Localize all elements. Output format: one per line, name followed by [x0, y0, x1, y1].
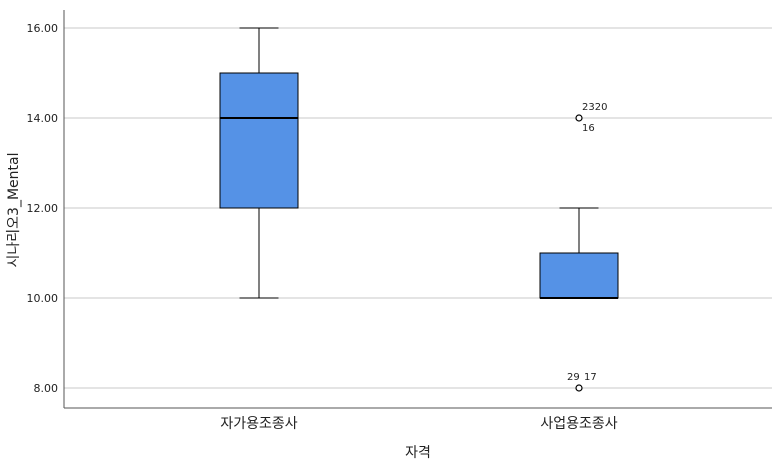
- outlier-point: [575, 384, 583, 392]
- x-axis-title: 자격: [405, 445, 431, 461]
- x-category-label: 사업용조종사: [540, 416, 617, 432]
- y-axis-title: 시나리오3_Mental: [6, 153, 22, 268]
- y-tick-label: 16.00: [27, 22, 59, 35]
- outlier-point: [575, 114, 583, 122]
- outlier-label: 29: [567, 372, 580, 383]
- y-tick-label: 14.00: [27, 112, 59, 125]
- iqr-box: [219, 72, 299, 209]
- outlier-label: 2320: [582, 102, 607, 113]
- y-tick-label: 12.00: [27, 202, 59, 215]
- axes: [63, 10, 772, 409]
- y-tick-label: 8.00: [34, 382, 59, 395]
- y-axis-ticks: 8.00 10.00 12.00 14.00 16.00: [27, 22, 59, 395]
- box-series: 2320 16 29 17: [219, 27, 619, 392]
- x-axis-categories: 자가용조종사 사업용조종사: [220, 416, 617, 432]
- iqr-box: [539, 252, 619, 299]
- box-group: 2320 16 29 17: [539, 102, 619, 392]
- outlier-label: 17: [584, 372, 597, 383]
- grid-lines: [64, 27, 772, 389]
- x-category-label: 자가용조종사: [220, 416, 297, 432]
- y-tick-label: 10.00: [27, 292, 59, 305]
- box-group: [219, 27, 299, 299]
- outlier-label: 16: [582, 123, 595, 134]
